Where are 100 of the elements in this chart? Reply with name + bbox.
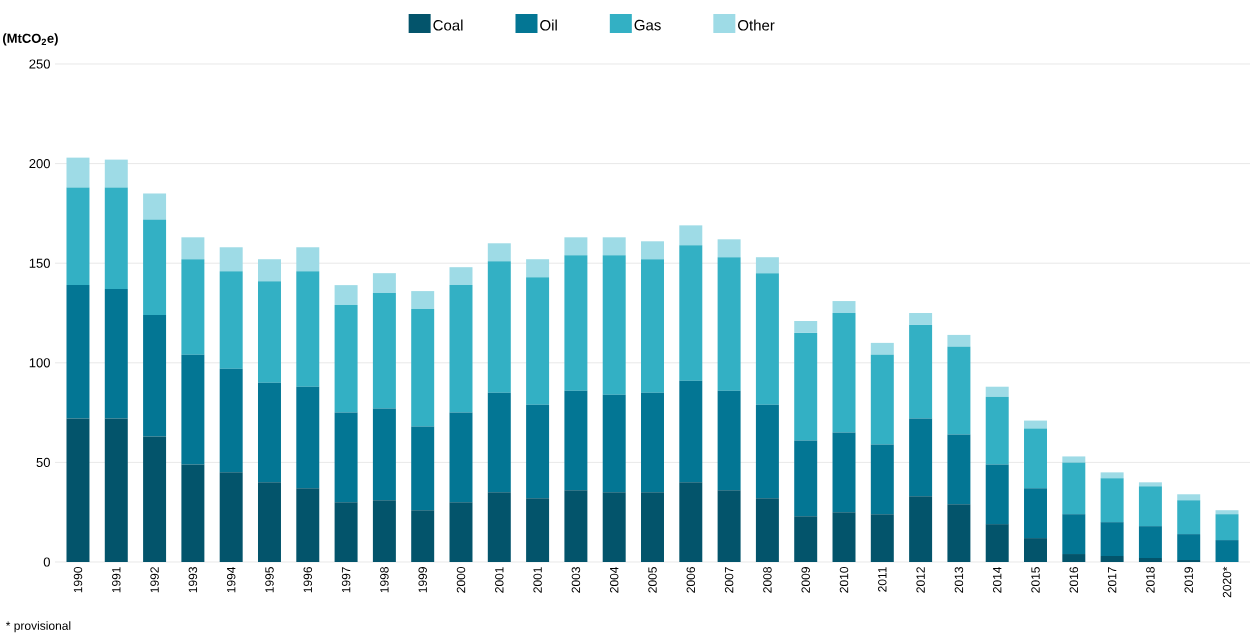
bar	[181, 259, 205, 355]
bar	[564, 237, 588, 256]
bar	[143, 219, 167, 315]
x-tick-label: 1990	[73, 567, 83, 593]
bar	[1215, 514, 1239, 541]
bar	[372, 273, 396, 294]
y-tick-label: 150	[29, 258, 50, 268]
bar	[947, 346, 971, 435]
bar	[258, 482, 281, 562]
bar	[411, 309, 435, 427]
x-tick-label: 1999	[418, 567, 427, 593]
bar	[449, 502, 473, 562]
bar	[641, 241, 664, 260]
bar	[1215, 510, 1239, 515]
x-tick-label: 2016	[1069, 567, 1079, 593]
bar	[909, 313, 933, 325]
bar	[334, 412, 358, 503]
bar	[449, 412, 473, 503]
bar	[1024, 488, 1047, 539]
bar	[104, 289, 128, 419]
bar	[66, 285, 90, 419]
x-tick-label: 2010	[839, 567, 849, 593]
bar	[909, 418, 933, 497]
bar	[641, 492, 664, 562]
bar	[487, 492, 511, 562]
bar	[1024, 428, 1047, 489]
bar	[832, 432, 856, 513]
y-tick-label: 50	[36, 457, 50, 467]
x-tick-label: 2019	[1184, 567, 1193, 593]
bar	[143, 436, 167, 562]
y-axis-title: (MtCO$_{2}$e)	[3, 33, 58, 46]
bar	[66, 157, 90, 188]
bar	[526, 404, 550, 499]
bar	[832, 301, 856, 313]
bar	[296, 488, 320, 562]
bar	[487, 261, 511, 393]
bar	[66, 418, 90, 562]
bar	[449, 267, 473, 286]
bar	[985, 396, 1009, 465]
bar	[372, 408, 396, 501]
bar	[1138, 526, 1162, 559]
bar	[219, 472, 243, 562]
bar	[909, 324, 933, 419]
bar	[794, 440, 818, 517]
legend-label: Coal	[433, 19, 463, 31]
bar	[334, 305, 358, 413]
bar	[717, 257, 741, 391]
bar	[755, 257, 779, 274]
bar	[870, 342, 894, 355]
bar	[296, 271, 320, 387]
bar	[1100, 472, 1124, 479]
x-tick-label: 1998	[380, 567, 389, 593]
bar	[1177, 494, 1201, 501]
x-tick-label: 1997	[341, 567, 351, 593]
x-tick-label: 2008	[763, 567, 772, 593]
legend-label: Oil	[540, 19, 557, 31]
bar	[755, 498, 779, 562]
bar	[602, 237, 626, 256]
x-tick-label: 1995	[265, 567, 274, 593]
x-tick-label: 1992	[150, 567, 159, 593]
bar	[641, 259, 664, 393]
bar	[947, 434, 971, 505]
legend-label: Gas	[634, 19, 661, 31]
bar	[794, 332, 818, 441]
x-tick-label: 1996	[303, 567, 313, 593]
bar	[181, 237, 205, 260]
bar	[717, 239, 741, 258]
bar	[411, 510, 435, 562]
x-tick-label: 2014	[992, 566, 1002, 593]
x-tick-label: 2007	[724, 567, 734, 593]
bar	[1100, 478, 1124, 523]
bar	[372, 293, 396, 409]
bar	[564, 255, 588, 391]
bar	[1138, 482, 1162, 487]
bar	[219, 247, 243, 272]
bar	[487, 243, 511, 262]
bar	[1062, 462, 1086, 515]
x-tick-label: 2013	[954, 567, 964, 593]
bar	[717, 390, 741, 491]
bar	[909, 496, 933, 562]
bar	[679, 245, 703, 381]
bar	[487, 392, 511, 493]
bar	[411, 426, 435, 511]
bar	[679, 482, 703, 562]
x-tick-label: 1994	[226, 566, 236, 593]
bar	[870, 354, 894, 445]
x-tick-label: 2020*	[1222, 566, 1232, 598]
bar	[526, 259, 550, 278]
bar	[564, 390, 588, 491]
bar	[1138, 558, 1162, 562]
bar	[832, 313, 856, 433]
bar	[1138, 486, 1162, 527]
bar	[1062, 554, 1086, 562]
text: * provisional	[5, 621, 71, 633]
bar	[794, 320, 818, 333]
bar	[679, 380, 703, 483]
bar	[104, 159, 128, 188]
y-tick-label: 100	[29, 358, 50, 368]
x-tick-label: 2011	[878, 567, 887, 592]
bar	[411, 291, 435, 310]
